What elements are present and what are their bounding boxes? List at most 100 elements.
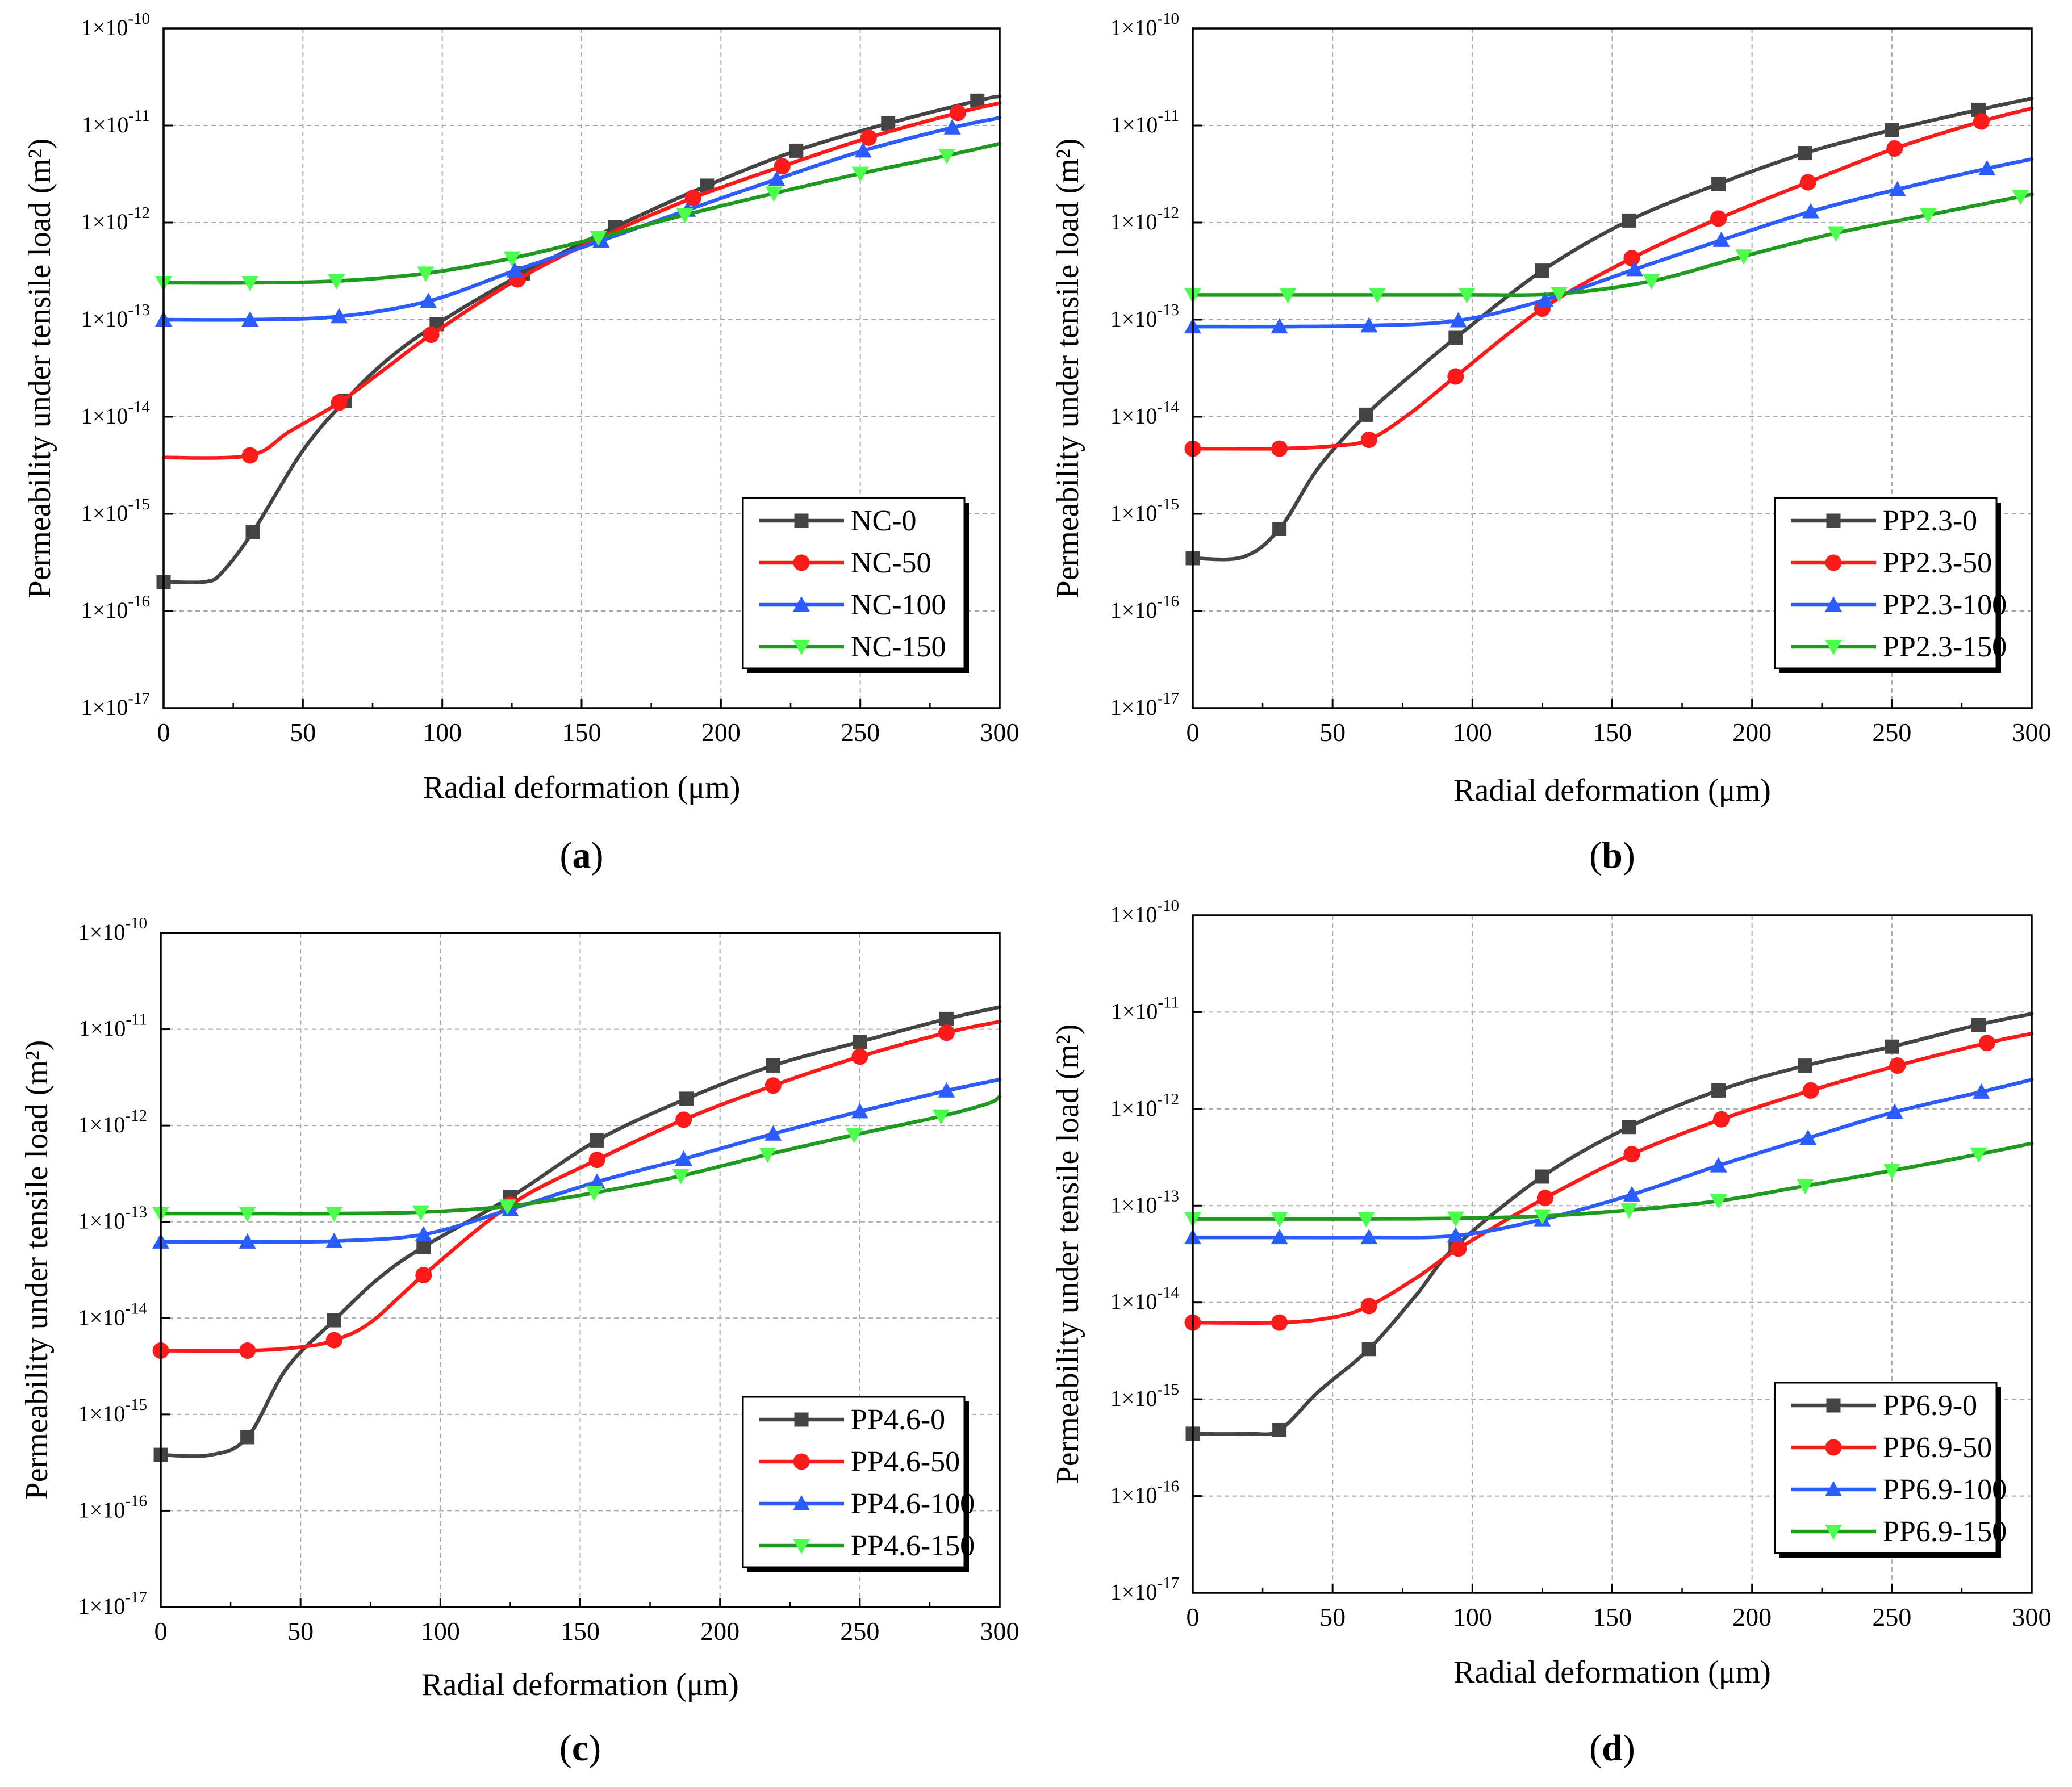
- data-point-NC-150: [938, 148, 955, 164]
- data-point-NC-150: [328, 274, 345, 290]
- y-tick-label: 1×10-10: [1110, 897, 1179, 927]
- data-point-NC-150: [676, 208, 694, 224]
- data-point-PP6.9-0: [1622, 1120, 1636, 1135]
- x-axis-label: Radial deformation (μm): [1453, 1655, 1771, 1690]
- legend-marker: [794, 513, 809, 528]
- x-tick-label: 100: [1453, 718, 1492, 747]
- data-point-PP6.9-150: [1271, 1212, 1288, 1228]
- data-point-NC-100: [768, 170, 786, 186]
- data-point-PP4.6-150: [672, 1169, 690, 1185]
- data-point-PP6.9-50: [1271, 1314, 1288, 1331]
- y-tick-label: 1×10-16: [78, 1492, 147, 1522]
- legend-marker: [793, 554, 810, 571]
- y-tick-label: 1×10-14: [1110, 398, 1180, 429]
- data-point-PP2.3-150: [1279, 288, 1297, 304]
- data-point-PP6.9-0: [1885, 1039, 1899, 1054]
- series-line-PP2.3-100: [1190, 157, 2034, 329]
- data-point-NC-150: [417, 266, 435, 282]
- y-tick-label: 1×10-17: [1110, 1574, 1179, 1605]
- panel-a: 0 50 100 150 200 250 3001×10-101×10-111×10-121…: [22, 10, 1020, 876]
- legend-box: [1774, 1382, 1998, 1554]
- legend-marker: [1826, 513, 1841, 528]
- data-point-PP4.6-150: [325, 1207, 343, 1223]
- data-point-PP4.6-100: [851, 1103, 868, 1119]
- data-point-PP6.9-150: [1710, 1194, 1727, 1210]
- data-point-PP2.3-150: [1368, 288, 1386, 304]
- data-point-PP4.6-0: [416, 1240, 431, 1254]
- legend-marker: [793, 1453, 810, 1470]
- x-tick-label: 50: [290, 718, 316, 747]
- legend-label: PP6.9-100: [1883, 1474, 2007, 1506]
- series-group: [155, 93, 1002, 589]
- data-point-PP6.9-0: [1971, 1018, 1986, 1032]
- y-tick-label: 1×10-14: [78, 1299, 148, 1330]
- x-axis-label: Radial deformation (μm): [1453, 773, 1771, 808]
- data-point-PP6.9-100: [1447, 1227, 1464, 1243]
- y-axis-label: Permeability under tensile load (m²): [1050, 139, 1085, 599]
- x-tick-label: 200: [1732, 1602, 1772, 1631]
- y-tick-label: 1×10-10: [1110, 10, 1179, 40]
- axis-frame: [162, 27, 1001, 709]
- y-axis: 1×10-10 1×10-11 1×10-12 1×10-13 1×10-14 1×10-…: [81, 10, 173, 720]
- data-point-PP4.6-0: [939, 1011, 954, 1026]
- data-point-PP6.9-100: [1271, 1229, 1288, 1245]
- y-tick-label: 1×10-12: [81, 204, 150, 235]
- legend-item: NC-0: [759, 505, 917, 537]
- legend-label: NC-0: [851, 505, 917, 537]
- data-point-NC-0: [245, 525, 260, 539]
- legend-item: PP2.3-100: [1791, 589, 2007, 621]
- data-point-PP2.3-0: [1535, 263, 1549, 278]
- data-point-NC-50: [774, 158, 791, 175]
- x-tick-label: 200: [701, 718, 741, 747]
- y-tick-label: 1×10-12: [1110, 204, 1179, 235]
- data-point-PP2.3-100: [1978, 160, 1996, 175]
- y-tick-label: 1×10-16: [1110, 592, 1179, 623]
- legend-marker: [794, 1412, 809, 1427]
- data-point-PP2.3-50: [1271, 440, 1288, 457]
- y-tick-label: 1×10-13: [1110, 301, 1179, 332]
- data-point-PP4.6-100: [325, 1232, 343, 1248]
- data-point-PP2.3-100: [1626, 261, 1643, 277]
- legend-label: PP4.6-50: [851, 1446, 960, 1478]
- legend-label: PP4.6-100: [851, 1488, 975, 1520]
- y-axis-label: Permeability under tensile load (m²): [19, 1040, 55, 1500]
- data-point-NC-100: [854, 142, 872, 158]
- x-axis: 0 50 100 150 200 250 300: [1187, 699, 2052, 747]
- legend-label: PP4.6-0: [851, 1404, 945, 1436]
- y-axis: 1×10-10 1×10-11 1×10-12 1×10-13 1×10-14 1×10-…: [78, 914, 170, 1619]
- data-point-NC-150: [851, 166, 869, 182]
- data-point-PP6.9-50: [1889, 1057, 1906, 1074]
- y-tick-label: 1×10-17: [1110, 689, 1179, 720]
- x-tick-label: 300: [2012, 718, 2052, 747]
- y-tick-label: 1×10-13: [1110, 1187, 1179, 1217]
- legend: PP4.6-0 PP4.6-50 PP4.6-100 PP4.6-150: [742, 1396, 975, 1572]
- axis-frame: [160, 932, 1001, 1608]
- panel-tag: (c): [559, 1727, 601, 1769]
- legend-label: PP2.3-150: [1883, 631, 2007, 663]
- legend-label: PP2.3-50: [1883, 547, 1992, 579]
- data-point-PP4.6-50: [765, 1077, 782, 1094]
- data-point-NC-50: [860, 129, 877, 146]
- series-group: [1184, 97, 2034, 566]
- legend-item: NC-50: [759, 547, 931, 579]
- panel-tag: (a): [560, 835, 604, 876]
- data-point-NC-100: [943, 119, 961, 135]
- y-tick-label: 1×10-11: [82, 107, 150, 137]
- legend-label: PP2.3-100: [1883, 589, 2007, 621]
- data-point-PP2.3-100: [1449, 312, 1467, 328]
- data-point-PP6.9-50: [1978, 1035, 1995, 1052]
- data-point-NC-100: [506, 262, 524, 278]
- data-point-PP2.3-50: [1447, 368, 1464, 385]
- legend-box: [742, 497, 966, 669]
- y-axis-label: Permeability under tensile load (m²): [1050, 1024, 1085, 1484]
- legend-item: PP2.3-50: [1791, 547, 1992, 579]
- data-point-PP4.6-100: [239, 1233, 256, 1249]
- data-point-PP6.9-150: [1797, 1179, 1814, 1195]
- legend-label: PP6.9-150: [1883, 1516, 2007, 1548]
- legend-item: PP2.3-150: [1791, 631, 2007, 663]
- legend-label: NC-100: [851, 589, 946, 621]
- legend-item: PP2.3-0: [1791, 505, 1977, 537]
- legend-item: PP6.9-150: [1791, 1516, 2007, 1548]
- data-point-PP6.9-150: [1534, 1209, 1551, 1225]
- legend-marker: [793, 1495, 810, 1510]
